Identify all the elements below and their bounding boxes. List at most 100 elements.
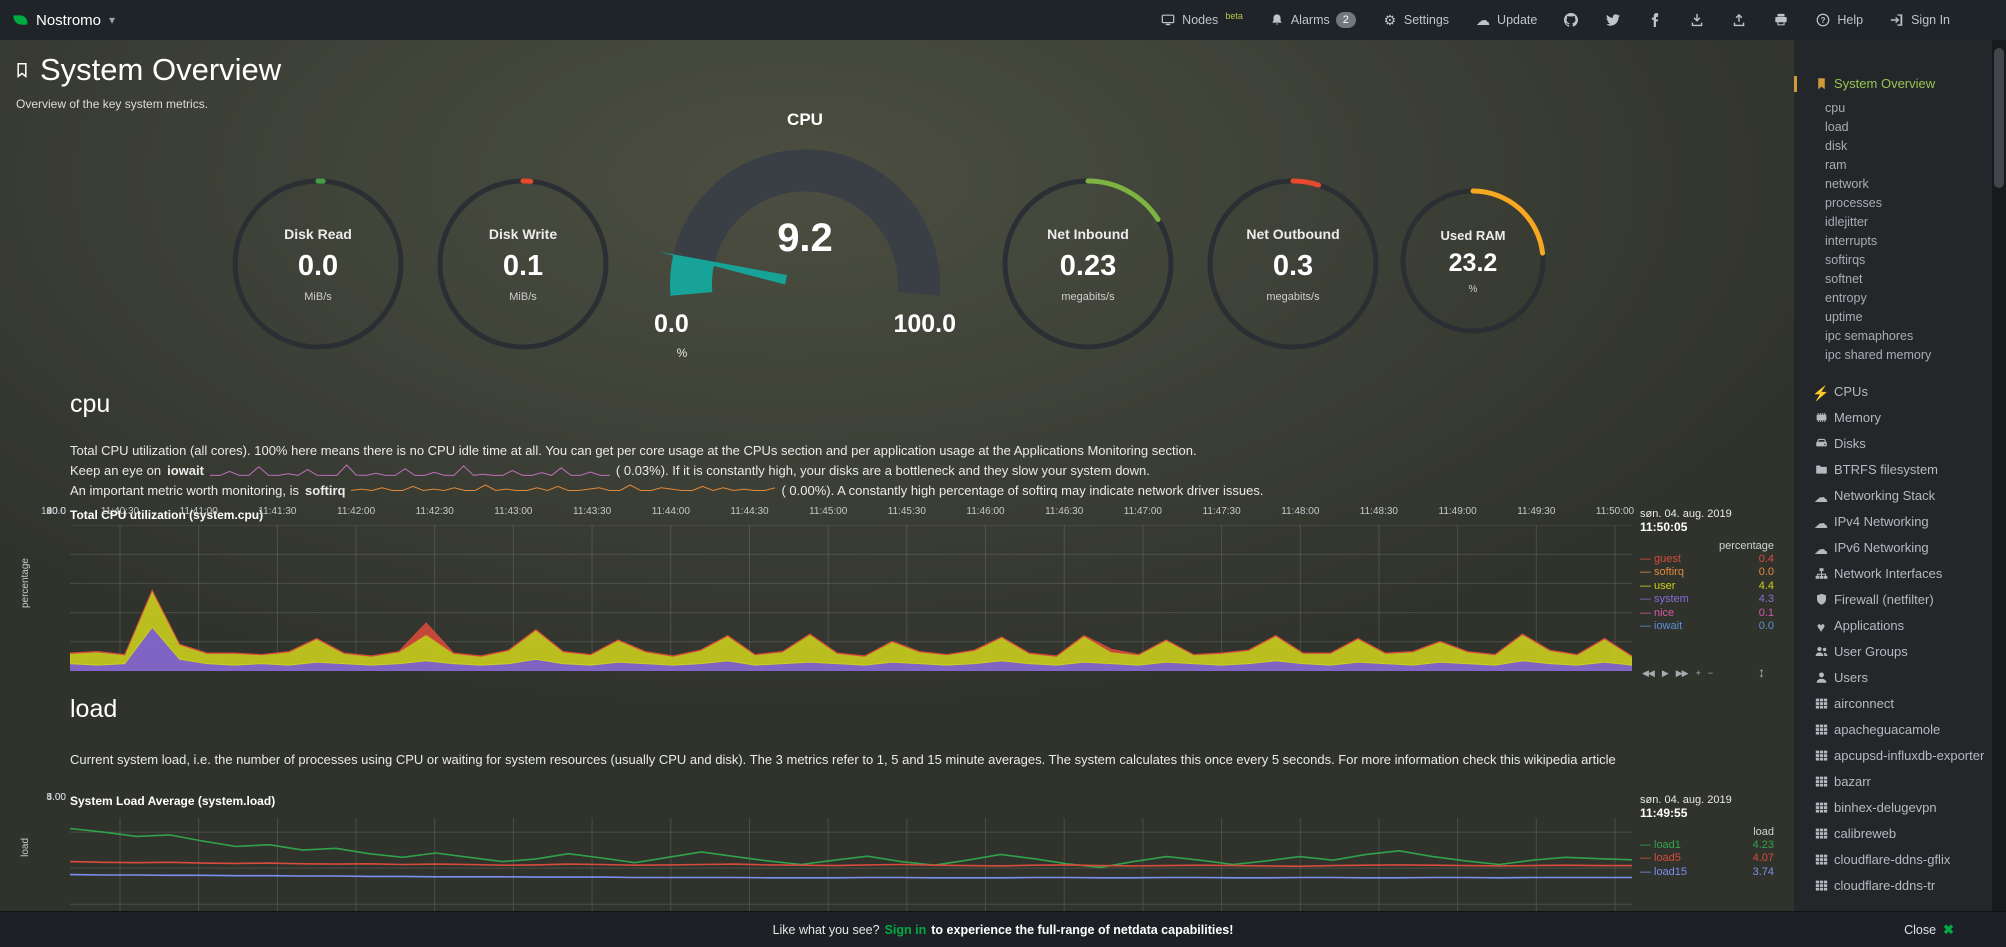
toc-ipc-shared-memory[interactable]: ipc shared memory (1825, 348, 1932, 362)
cpu-chart-plot[interactable] (70, 525, 1632, 671)
toc-cpu[interactable]: cpu (1825, 101, 1846, 115)
topbar-import[interactable] (1689, 13, 1705, 28)
legend-value: 0.0 (1758, 620, 1774, 633)
legend-load1[interactable]: — load1 4.23 (1640, 838, 1774, 852)
toc-processes[interactable]: processes (1825, 196, 1882, 210)
toc-load[interactable]: load (1825, 120, 1849, 134)
node-menu[interactable]: Nostromo ▾ (0, 12, 115, 29)
toc-bazarr[interactable]: bazarr (1812, 769, 1988, 795)
toc-label: User Groups (1834, 644, 1908, 659)
gauge-net-outbound[interactable]: Net Outbound 0.3 megabits/s (1207, 178, 1379, 350)
gauge-disk-read[interactable]: Disk Read 0.0 MiB/s (232, 178, 404, 350)
legend-dash: — (1640, 606, 1651, 619)
legend-date: søn. 04. aug. 2019 (1640, 508, 1732, 520)
gauge-disk-write[interactable]: Disk Write 0.1 MiB/s (437, 178, 609, 350)
grid-icon (1812, 748, 1830, 763)
footer-message: Like what you see? Sign in to experience… (773, 923, 1234, 937)
toc-firewall-netfilter[interactable]: Firewall (netfilter) (1812, 587, 1988, 613)
scrollbar[interactable] (1992, 40, 2006, 911)
toc-label: Network Interfaces (1834, 566, 1943, 581)
topbar-help[interactable]: ? Help (1815, 13, 1863, 28)
toc-airconnect[interactable]: airconnect (1812, 691, 1988, 717)
sign-in-link[interactable]: Sign in (884, 922, 927, 937)
topbar-facebook[interactable] (1647, 13, 1663, 28)
toc-disk[interactable]: disk (1825, 139, 1848, 153)
topbar-help-label: Help (1837, 13, 1864, 27)
topbar-settings[interactable]: ⚙ Settings (1382, 13, 1449, 28)
legend-softirq[interactable]: — softirq 0.0 (1640, 566, 1774, 580)
load-chart-plot[interactable] (70, 818, 1632, 911)
iowait-sparkline[interactable] (209, 464, 610, 477)
legend-dash: — (1640, 593, 1651, 606)
cloud-icon: ☁ (1814, 541, 1828, 557)
chart-backward-button[interactable]: ◀◀ (1642, 668, 1655, 678)
gauge-used-ram[interactable]: Used RAM 23.2 % (1400, 188, 1546, 334)
toc-cloudflare-ddns-tr[interactable]: cloudflare-ddns-tr (1812, 873, 1988, 899)
legend-nice[interactable]: — nice 0.1 (1640, 606, 1774, 620)
legend-system[interactable]: — system 4.3 (1640, 593, 1774, 607)
gauge-cpu[interactable]: CPU 9.2 0.0 100.0 % (640, 110, 970, 370)
toc-users[interactable]: Users (1812, 665, 1988, 691)
close-icon: ✖ (1943, 921, 1954, 937)
toc-label: Memory (1834, 410, 1881, 425)
toc-ipv6-networking[interactable]: ☁ IPv6 Networking (1812, 535, 1988, 561)
main-content: System Overview Overview of the key syst… (0, 40, 1794, 911)
topbar-update[interactable]: ☁ Update (1475, 13, 1537, 28)
toc-disks[interactable]: Disks (1812, 431, 1988, 457)
toc-idlejitter[interactable]: idlejitter (1825, 215, 1869, 229)
toc-softnet[interactable]: softnet (1825, 272, 1863, 286)
legend-user[interactable]: — user 4.4 (1640, 579, 1774, 593)
chart-play-button[interactable]: ▶ (1661, 668, 1669, 678)
chart-forward-button[interactable]: ▶▶ (1675, 668, 1689, 678)
cpu-description: Total CPU utilization (all cores). 100% … (70, 443, 1197, 458)
toc-apcupsd-influxdb-exporter[interactable]: apcupsd-influxdb-exporter (1812, 743, 1988, 769)
topbar-twitter[interactable] (1605, 13, 1621, 28)
topbar-menu: Nodes beta Alarms 2 ⚙ Settings ☁ Update ? Help Sig… (1160, 11, 2006, 28)
toc-softirqs[interactable]: softirqs (1825, 253, 1866, 267)
legend-load5[interactable]: — load5 4.07 (1640, 852, 1774, 866)
toc-calibreweb[interactable]: calibreweb (1812, 821, 1988, 847)
toc-system-overview[interactable]: System Overview (1794, 73, 1988, 95)
legend-dash: — (1640, 552, 1651, 565)
toc-applications[interactable]: ♥ Applications (1812, 613, 1988, 639)
toc-user-groups[interactable]: User Groups (1812, 639, 1988, 665)
toc-ipv4-networking[interactable]: ☁ IPv4 Networking (1812, 509, 1988, 535)
toc-network-interfaces[interactable]: Network Interfaces (1812, 561, 1988, 587)
toc-btrfs-filesystem[interactable]: BTRFS filesystem (1812, 457, 1988, 483)
toc-interrupts[interactable]: interrupts (1825, 234, 1878, 248)
toc-network[interactable]: network (1825, 177, 1869, 191)
x-axis-label: 11:43:30 (573, 506, 612, 517)
topbar-print[interactable] (1773, 13, 1789, 28)
scrollbar-thumb[interactable] (1994, 48, 2004, 188)
toc-apacheguacamole[interactable]: apacheguacamole (1812, 717, 1988, 743)
toc-uptime[interactable]: uptime (1825, 310, 1863, 324)
toc-cloudflare-ddns-gflix[interactable]: cloudflare-ddns-gflix (1812, 847, 1988, 873)
chart-minus-button[interactable]: − (1707, 668, 1713, 678)
x-axis-label: 11:46:30 (1045, 506, 1084, 517)
github-icon (1563, 13, 1579, 28)
topbar-github[interactable] (1563, 13, 1579, 28)
topbar-signin[interactable]: Sign In (1889, 13, 1950, 28)
toc-memory[interactable]: Memory (1812, 405, 1988, 431)
toc-binhex-delugevpn[interactable]: binhex-delugevpn (1812, 795, 1988, 821)
topbar-nodes[interactable]: Nodes beta (1160, 11, 1243, 28)
chart-resize-handle[interactable]: ↕ (1758, 664, 1765, 680)
chart-plus-button[interactable]: + (1695, 668, 1701, 678)
legend-guest[interactable]: — guest 0.4 (1640, 552, 1774, 566)
topbar-alarms[interactable]: Alarms 2 (1269, 12, 1356, 28)
legend-name: load5 (1654, 852, 1681, 865)
toc-entropy[interactable]: entropy (1825, 291, 1867, 305)
x-axis-label: 11:47:00 (1123, 506, 1162, 517)
legend-iowait[interactable]: — iowait 0.0 (1640, 620, 1774, 634)
softirq-sparkline[interactable] (351, 484, 776, 497)
footer-close-button[interactable]: Close ✖ (1904, 922, 1954, 938)
toc-ipc-semaphores[interactable]: ipc semaphores (1825, 329, 1914, 343)
toc-networking-stack[interactable]: ☁ Networking Stack (1812, 483, 1988, 509)
gauge-units: MiB/s (304, 290, 332, 303)
legend-load15[interactable]: — load15 3.74 (1640, 865, 1774, 879)
topbar-export[interactable] (1731, 13, 1747, 28)
toc-ram[interactable]: ram (1825, 158, 1847, 172)
gauge-net-inbound[interactable]: Net Inbound 0.23 megabits/s (1002, 178, 1174, 350)
toc-cpus[interactable]: ⚡ CPUs (1812, 379, 1988, 405)
